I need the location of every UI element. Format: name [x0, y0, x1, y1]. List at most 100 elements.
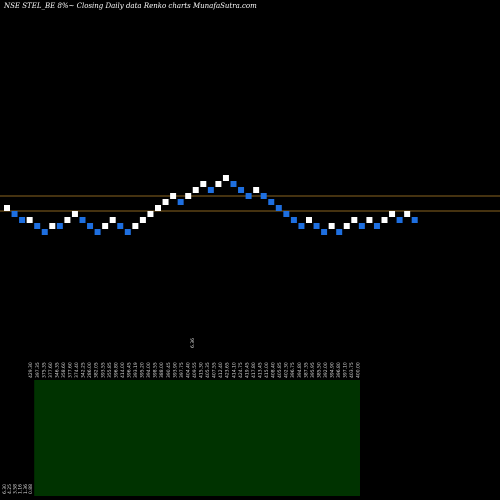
price-label: 395.20 [140, 362, 146, 378]
renko-brick-down [358, 223, 365, 229]
renko-brick-down [275, 205, 282, 211]
top-marker-label: 6.36 [190, 338, 196, 348]
price-label: 388.00 [159, 362, 165, 378]
renko-brick-down [94, 229, 101, 235]
side-label: 4.25 [7, 484, 13, 494]
price-label: 404.40 [185, 362, 191, 378]
side-label: 1.36 [23, 484, 29, 494]
renko-brick-up [109, 217, 116, 223]
renko-brick-up [132, 223, 139, 229]
price-label: 413.45 [257, 362, 263, 378]
price-label: 395.95 [310, 362, 316, 378]
renko-brick-up [222, 175, 229, 181]
renko-brick-down [238, 187, 245, 193]
renko-brick-up [155, 205, 161, 211]
renko-brick-down [313, 223, 320, 229]
renko-brick-up [170, 193, 177, 199]
renko-brick-up [26, 217, 33, 223]
renko-brick-down [268, 199, 275, 205]
price-label: 415.30 [199, 362, 205, 378]
renko-brick-down [298, 223, 305, 229]
renko-brick-down [34, 223, 41, 229]
renko-brick-up [185, 193, 192, 199]
price-label: 342.25 [81, 362, 87, 378]
renko-brick-down [321, 229, 328, 235]
price-labels: 429.30 397.35 375.35 377.60 346.35 358.60 377.… [28, 362, 362, 378]
price-label: 377.60 [48, 362, 54, 378]
price-label: 394.80 [297, 362, 303, 378]
renko-brick-up [215, 181, 222, 187]
renko-brick-up [71, 211, 78, 217]
price-label: 358.60 [61, 362, 67, 378]
renko-brick-up [139, 217, 146, 223]
renko-brick-up [328, 223, 335, 229]
price-label: 424.75 [238, 362, 244, 378]
price-label: 397.35 [35, 362, 41, 378]
renko-brick-up [343, 223, 350, 229]
price-label: 393.55 [100, 362, 106, 378]
price-label: 398.55 [153, 362, 159, 378]
price-label: 409.55 [192, 362, 198, 378]
price-label: 397.75 [179, 362, 185, 378]
renko-brick-up [4, 205, 10, 211]
renko-brick-down [19, 217, 26, 223]
price-label: 414.10 [231, 362, 237, 378]
price-label: 417.80 [251, 362, 257, 378]
renko-brick-down [117, 223, 124, 229]
renko-brick-down [336, 229, 343, 235]
renko-brick-down [56, 223, 63, 229]
renko-brick-up [366, 217, 373, 223]
renko-brick-down [87, 223, 94, 229]
price-label: 408.40 [271, 362, 277, 378]
renko-brick-up [389, 211, 396, 217]
price-label: 355.85 [107, 362, 113, 378]
renko-brick-up [200, 181, 207, 187]
price-label: 419.45 [244, 362, 250, 378]
renko-brick-up [381, 217, 388, 223]
renko-brick-up [49, 223, 56, 229]
price-label: 400.00 [356, 362, 362, 378]
price-label: 397.10 [343, 362, 349, 378]
renko-brick-up [404, 211, 411, 217]
price-label: 414.00 [120, 362, 126, 378]
renko-brick-down [290, 217, 297, 223]
price-label: 375.35 [41, 362, 47, 378]
renko-bricks [4, 175, 418, 235]
price-label: 429.30 [28, 362, 34, 378]
price-label: 374.40 [74, 362, 80, 378]
price-label: 393.19 [133, 362, 139, 378]
renko-brick-down [283, 211, 290, 217]
side-label: 0.88 [28, 484, 34, 494]
price-label: 385.50 [316, 362, 322, 378]
price-label: 415.00 [264, 362, 270, 378]
price-label: 393.90 [172, 362, 178, 378]
price-label: 423.65 [225, 362, 231, 378]
price-label: 412.40 [218, 362, 224, 378]
price-label: 346.35 [54, 362, 60, 378]
side-labels: 6.30 4.25 3.58 1.16 1.36 0.88 [2, 484, 34, 494]
price-label: 387.35 [303, 362, 309, 378]
price-label: 405.85 [277, 362, 283, 378]
side-label: 6.30 [2, 484, 8, 494]
price-label: 390.45 [166, 362, 172, 378]
renko-brick-down [245, 193, 252, 199]
volume-panel [34, 380, 360, 496]
renko-brick-up [102, 223, 109, 229]
price-label: 405.35 [205, 362, 211, 378]
renko-brick-down [79, 217, 86, 223]
side-label: 1.16 [18, 484, 24, 494]
price-label: 377.60 [68, 362, 74, 378]
renko-brick-down [124, 229, 131, 235]
renko-brick-down [41, 229, 48, 235]
price-label: 396.80 [113, 362, 119, 378]
price-label: 396.45 [126, 362, 132, 378]
price-label: 382.05 [94, 362, 100, 378]
renko-brick-up [253, 187, 260, 193]
renko-brick-up [192, 187, 199, 193]
renko-brick-up [351, 217, 358, 223]
renko-brick-up [64, 217, 71, 223]
price-label: 396.75 [290, 362, 296, 378]
price-label: 407.55 [212, 362, 218, 378]
renko-brick-down [396, 217, 403, 223]
